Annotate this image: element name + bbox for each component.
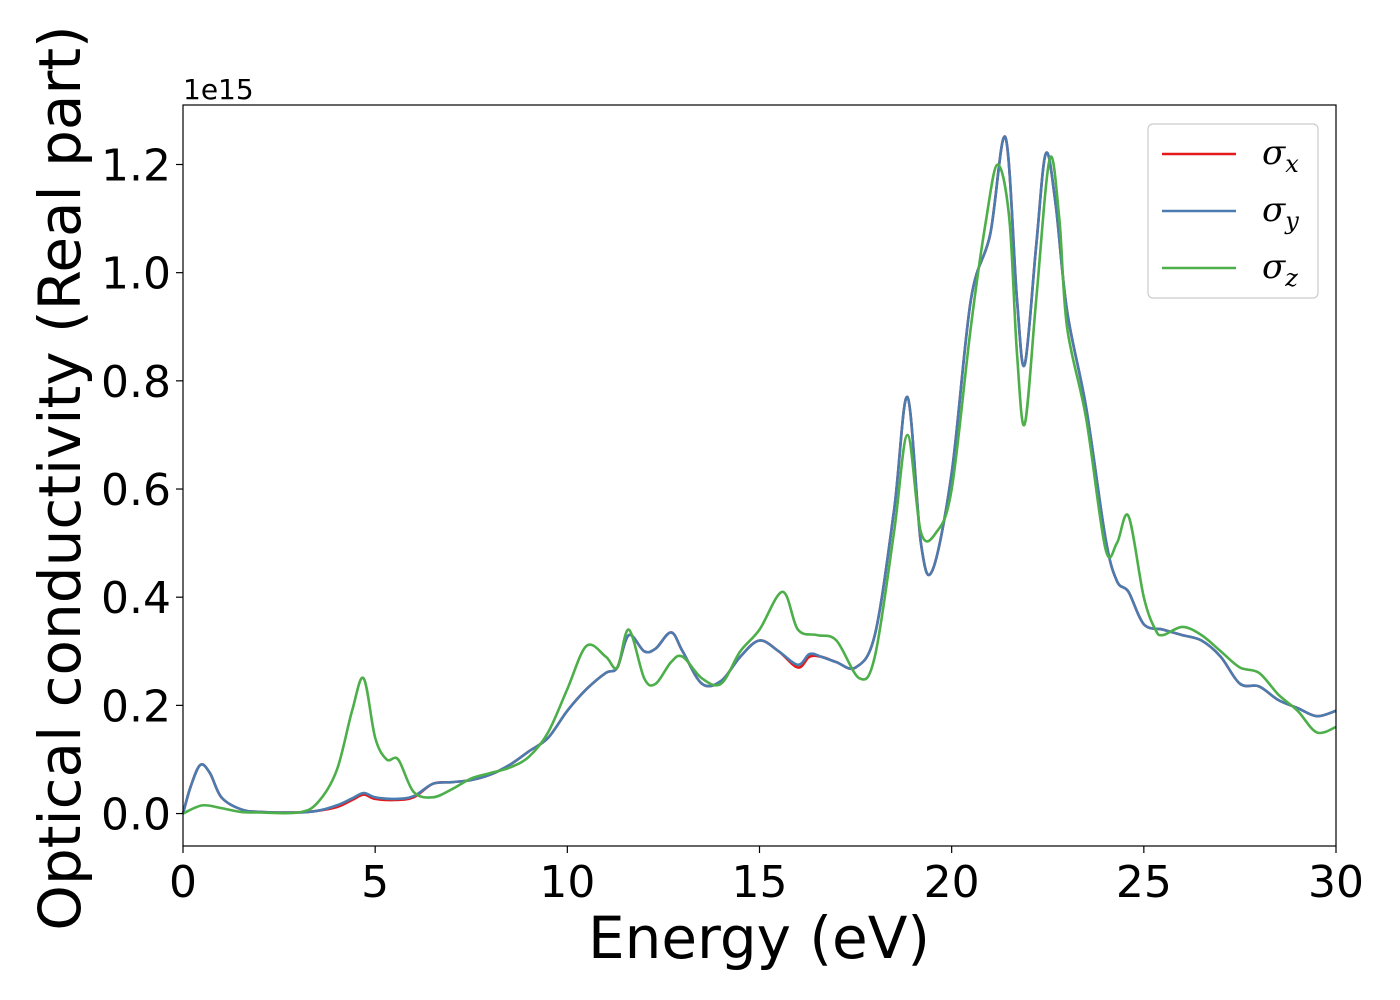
y-tick-label: 0.4 <box>101 573 171 624</box>
x-axis-title: Energy (eV) <box>588 904 930 972</box>
x-tick-label: 30 <box>1308 857 1364 908</box>
x-tick-label: 25 <box>1116 857 1172 908</box>
series-line-z <box>182 155 1337 815</box>
y-tick-label: 0.8 <box>101 357 171 408</box>
x-tick-label: 5 <box>361 857 389 908</box>
y-tick-label: 0.2 <box>101 681 171 732</box>
series-layer <box>181 135 1337 815</box>
x-tick-label: 15 <box>732 857 788 908</box>
legend-label-z: σz <box>1262 247 1298 292</box>
x-tick-label: 0 <box>169 857 197 908</box>
y-axis-ticks: 0.0 0.2 0.4 0.6 0.8 1.0 1.2 <box>101 140 183 841</box>
x-axis-ticks: 0 5 10 15 20 25 30 <box>169 846 1364 908</box>
x-tick-label: 20 <box>924 857 980 908</box>
y-tick-label: 0.0 <box>101 790 171 841</box>
x-tick-label: 10 <box>539 857 595 908</box>
series-line-y <box>181 135 1337 814</box>
y-tick-label: 0.6 <box>101 465 171 516</box>
y-axis-title: Optical conductivity (Real part) <box>26 25 94 930</box>
y-tick-label: 1.0 <box>101 249 171 300</box>
y-offset-label: 1e15 <box>183 73 254 106</box>
y-tick-label: 1.2 <box>101 140 171 191</box>
